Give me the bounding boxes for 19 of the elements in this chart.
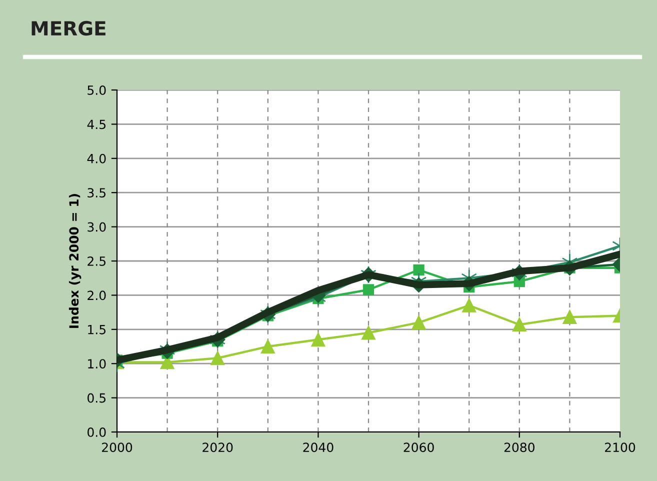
x-tick-label: 2020 — [202, 442, 233, 452]
y-tick-label: 4.5 — [87, 120, 106, 130]
x-tick-label: 2040 — [303, 442, 334, 452]
y-tick-label: 2.0 — [88, 290, 106, 300]
y-tick-label: 4.0 — [87, 154, 106, 164]
y-tick-label: 3.0 — [88, 222, 106, 232]
x-tick-label: 2080 — [504, 442, 534, 452]
y-axis-title: Index (yr 2000 = 1) — [68, 194, 82, 328]
chart-title: MERGE — [32, 20, 106, 36]
x-tick-label: 2100 — [605, 442, 636, 452]
x-tick-label: 2060 — [404, 442, 434, 452]
y-tick-label: 5.0 — [88, 85, 106, 95]
y-tick-label: 3.5 — [88, 188, 106, 198]
y-tick-label: 2.5 — [88, 256, 106, 266]
y-tick-label: 1.0 — [88, 359, 106, 369]
x-tick-label: 2000 — [102, 442, 132, 452]
y-tick-label: 0.5 — [88, 393, 106, 403]
y-tick-label: 1.5 — [88, 325, 106, 334]
y-tick-label: 0.0 — [88, 427, 106, 437]
